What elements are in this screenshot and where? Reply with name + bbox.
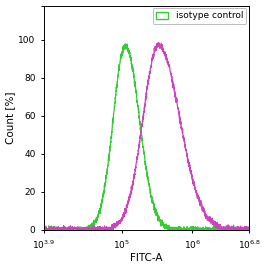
Y-axis label: Count [%]: Count [%] [6, 91, 15, 144]
X-axis label: FITC-A: FITC-A [130, 253, 163, 263]
Legend: isotype control: isotype control [153, 8, 246, 24]
